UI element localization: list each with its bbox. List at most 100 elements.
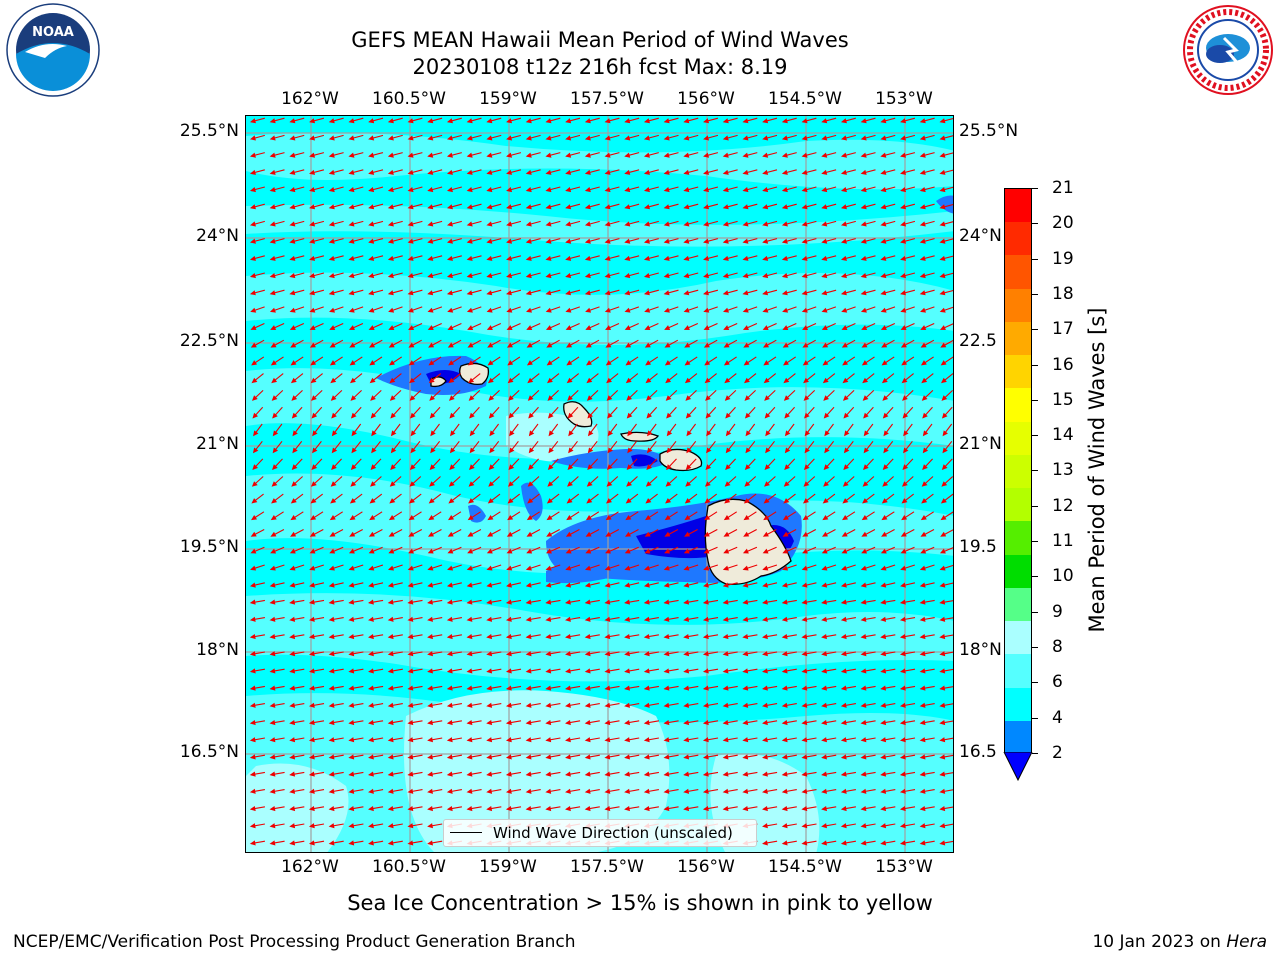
wave-direction-arrowhead xyxy=(289,325,296,330)
wave-direction-arrowhead xyxy=(722,754,729,760)
wave-direction-arrowhead xyxy=(881,342,888,348)
wave-direction-arrowhead xyxy=(605,514,612,521)
wave-direction-arrowhead xyxy=(624,685,630,691)
nws-logo xyxy=(1180,2,1276,98)
wave-direction-arrowhead xyxy=(643,187,650,193)
wave-direction-arrowhead xyxy=(803,481,810,487)
wave-direction-arrowhead xyxy=(683,135,690,141)
wave-direction-arrowhead xyxy=(368,118,375,124)
wave-direction-arrowhead xyxy=(407,169,414,175)
wave-direction-arrowhead xyxy=(368,238,375,244)
lat-tick-left: 25.5°N xyxy=(179,121,239,141)
wave-direction-arrowhead xyxy=(939,221,946,227)
wave-direction-arrowhead xyxy=(742,221,749,227)
wave-direction-arrowhead xyxy=(900,221,907,227)
wave-direction-arrowhead xyxy=(880,754,887,760)
wave-direction-arrowhead xyxy=(545,255,552,261)
wave-direction-arrowhead xyxy=(388,514,395,521)
wave-direction-arrowhead xyxy=(801,307,808,313)
wave-direction-arrowhead xyxy=(467,531,474,537)
wave-direction-arrowhead xyxy=(565,702,571,708)
wave-direction-arrowhead xyxy=(860,685,867,691)
wave-direction-arrowhead xyxy=(920,325,927,330)
wave-direction-arrowhead xyxy=(743,360,750,366)
wave-direction-arrowhead xyxy=(272,464,278,471)
wave-direction-arrowhead xyxy=(704,498,711,504)
wave-direction-arrowhead xyxy=(370,412,377,419)
wave-direction-arrowhead xyxy=(567,412,574,419)
wave-direction-arrowhead xyxy=(430,430,436,437)
wave-direction-arrowhead xyxy=(919,255,926,261)
wave-direction-arrowhead xyxy=(466,771,473,777)
wave-direction-arrowhead xyxy=(446,582,453,588)
wave-direction-arrowhead xyxy=(446,719,453,726)
wave-direction-arrowhead xyxy=(545,273,552,279)
wave-direction-arrowhead xyxy=(387,255,394,261)
wave-direction-arrowhead xyxy=(545,651,552,657)
wave-direction-arrowhead xyxy=(269,169,276,175)
wave-direction-arrowhead xyxy=(545,788,552,794)
island-molokai xyxy=(620,431,660,442)
wave-direction-arrowhead xyxy=(624,307,631,313)
wave-direction-arrowhead xyxy=(821,273,828,279)
wave-direction-arrowhead xyxy=(328,565,335,571)
wave-direction-arrowhead xyxy=(525,616,532,622)
wave-direction-arrowhead xyxy=(545,565,552,571)
wave-direction-arrowhead xyxy=(899,685,906,691)
wave-direction-arrowhead xyxy=(271,395,278,401)
wave-direction-arrowhead xyxy=(348,719,355,726)
colorbar-segment xyxy=(1005,521,1031,556)
wave-direction-arrowhead xyxy=(348,238,355,244)
wave-direction-arrowhead xyxy=(722,290,729,296)
wave-direction-arrowhead xyxy=(525,685,532,691)
wave-direction-arrowhead xyxy=(466,805,473,812)
wave-direction-arrowhead xyxy=(684,531,691,537)
wave-direction-arrowhead xyxy=(883,447,889,454)
wave-direction-arrowhead xyxy=(644,565,651,571)
wave-direction-arrowhead xyxy=(587,464,593,471)
wave-direction-arrowhead xyxy=(742,582,749,588)
wave-direction-arrowhead xyxy=(860,238,867,244)
wave-direction-arrowhead xyxy=(643,118,650,124)
wave-direction-arrowhead xyxy=(881,498,888,504)
wave-direction-arrowhead xyxy=(939,273,946,279)
wave-direction-arrowhead xyxy=(840,204,847,210)
wave-direction-arrowhead xyxy=(249,668,256,674)
wave-direction-arrowhead xyxy=(446,169,453,175)
wave-direction-arrowhead xyxy=(368,719,374,726)
wave-direction-arrowhead xyxy=(645,481,652,487)
wave-direction-arrowhead xyxy=(368,307,375,313)
wave-direction-arrowhead xyxy=(330,377,337,384)
wave-direction-arrowhead xyxy=(387,273,394,279)
wave-direction-arrowhead xyxy=(604,633,611,640)
wave-direction-arrowhead xyxy=(801,135,808,141)
wave-direction-arrowhead xyxy=(505,771,512,777)
wave-direction-arrowhead xyxy=(446,204,453,210)
wave-direction-arrowhead xyxy=(664,531,671,537)
colorbar-tick-mark xyxy=(1032,293,1038,295)
wave-direction-arrowhead xyxy=(290,531,297,537)
wave-direction-arrowhead xyxy=(624,169,631,175)
wave-direction-arrowhead xyxy=(762,548,769,554)
wave-direction-arrowhead xyxy=(388,342,395,348)
wave-direction-arrowhead xyxy=(765,430,771,437)
wave-direction-arrowhead xyxy=(429,464,436,471)
wave-direction-arrowhead xyxy=(842,498,849,504)
wave-direction-arrowhead xyxy=(448,395,455,401)
wave-direction-arrowhead xyxy=(269,135,276,141)
wave-direction-arrowhead xyxy=(308,685,315,691)
wave-direction-arrowhead xyxy=(269,651,276,657)
wave-direction-arrowhead xyxy=(765,447,771,454)
wave-direction-arrowhead xyxy=(506,548,513,554)
wave-direction-arrowhead xyxy=(250,531,257,537)
wave-direction-arrowhead xyxy=(664,342,671,348)
wave-direction-arrowhead xyxy=(506,531,513,537)
wave-direction-arrowhead xyxy=(368,187,375,193)
wave-direction-arrowhead xyxy=(525,221,532,227)
wave-direction-arrowhead xyxy=(249,616,256,622)
wave-direction-arrowhead xyxy=(803,377,809,384)
wave-direction-arrowhead xyxy=(900,325,907,330)
island-oahu xyxy=(563,401,593,428)
wave-direction-arrowhead xyxy=(880,633,887,640)
wave-direction-arrowhead xyxy=(804,412,810,419)
